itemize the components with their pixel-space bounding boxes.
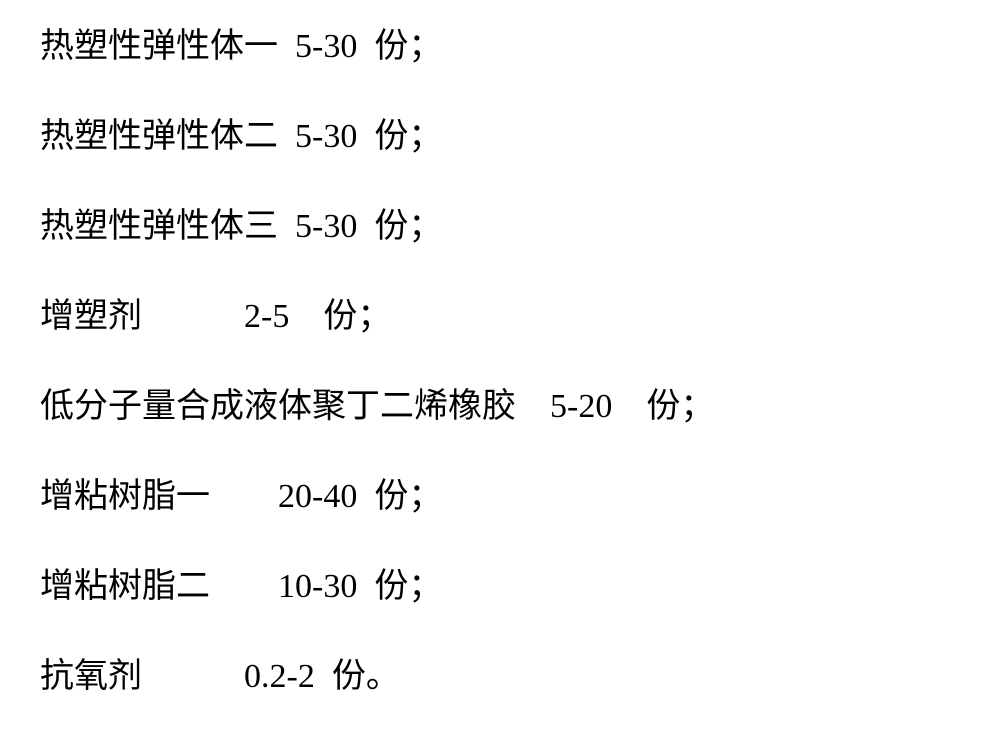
spacing (142, 298, 244, 335)
ingredient-value: 0.2-2 (244, 658, 315, 695)
ingredient-value: 10-30 (278, 568, 357, 605)
ingredient-unit: 份； (374, 478, 442, 515)
spacing (210, 478, 278, 515)
spacing (315, 658, 332, 695)
ingredient-unit: 份； (374, 118, 442, 155)
ingredient-label: 增粘树脂一 (40, 478, 210, 515)
ingredient-unit: 份； (374, 28, 442, 65)
spacing (357, 28, 374, 65)
ingredient-label: 增粘树脂二 (40, 568, 210, 605)
ingredient-label: 热塑性弹性体三 (40, 208, 278, 245)
ingredient-label: 增塑剂 (40, 298, 142, 335)
ingredient-row: 热塑性弹性体三 5-30 份； (40, 210, 944, 244)
spacing (278, 118, 295, 155)
spacing (289, 298, 323, 335)
ingredient-row: 抗氧剂 0.2-2 份。 (40, 660, 944, 694)
ingredient-value: 5-30 (295, 118, 357, 155)
spacing (357, 568, 374, 605)
ingredient-unit: 份； (374, 208, 442, 245)
ingredient-unit: 份； (374, 568, 442, 605)
spacing (210, 568, 278, 605)
spacing (357, 208, 374, 245)
ingredient-value: 5-20 (550, 388, 612, 425)
ingredient-label: 低分子量合成液体聚丁二烯橡胶 (40, 388, 516, 425)
ingredient-row: 热塑性弹性体二 5-30 份； (40, 120, 944, 154)
ingredient-unit: 份； (323, 298, 391, 335)
ingredient-row: 热塑性弹性体一 5-30 份； (40, 30, 944, 64)
ingredient-label: 热塑性弹性体二 (40, 118, 278, 155)
spacing (516, 388, 550, 425)
ingredient-row: 增塑剂 2-5 份； (40, 300, 944, 334)
ingredient-row: 增粘树脂一 20-40 份； (40, 480, 944, 514)
ingredient-label: 热塑性弹性体一 (40, 28, 278, 65)
spacing (612, 388, 646, 425)
ingredient-unit: 份。 (332, 658, 400, 695)
spacing (357, 118, 374, 155)
ingredient-value: 20-40 (278, 478, 357, 515)
ingredient-row: 低分子量合成液体聚丁二烯橡胶 5-20 份； (40, 390, 944, 424)
ingredient-row: 增粘树脂二 10-30 份； (40, 570, 944, 604)
spacing (142, 658, 244, 695)
ingredient-value: 2-5 (244, 298, 289, 335)
ingredient-unit: 份； (646, 388, 714, 425)
ingredient-list: 热塑性弹性体一 5-30 份；热塑性弹性体二 5-30 份；热塑性弹性体三 5-… (40, 30, 944, 694)
ingredient-value: 5-30 (295, 208, 357, 245)
spacing (278, 28, 295, 65)
spacing (357, 478, 374, 515)
ingredient-label: 抗氧剂 (40, 658, 142, 695)
spacing (278, 208, 295, 245)
ingredient-value: 5-30 (295, 28, 357, 65)
